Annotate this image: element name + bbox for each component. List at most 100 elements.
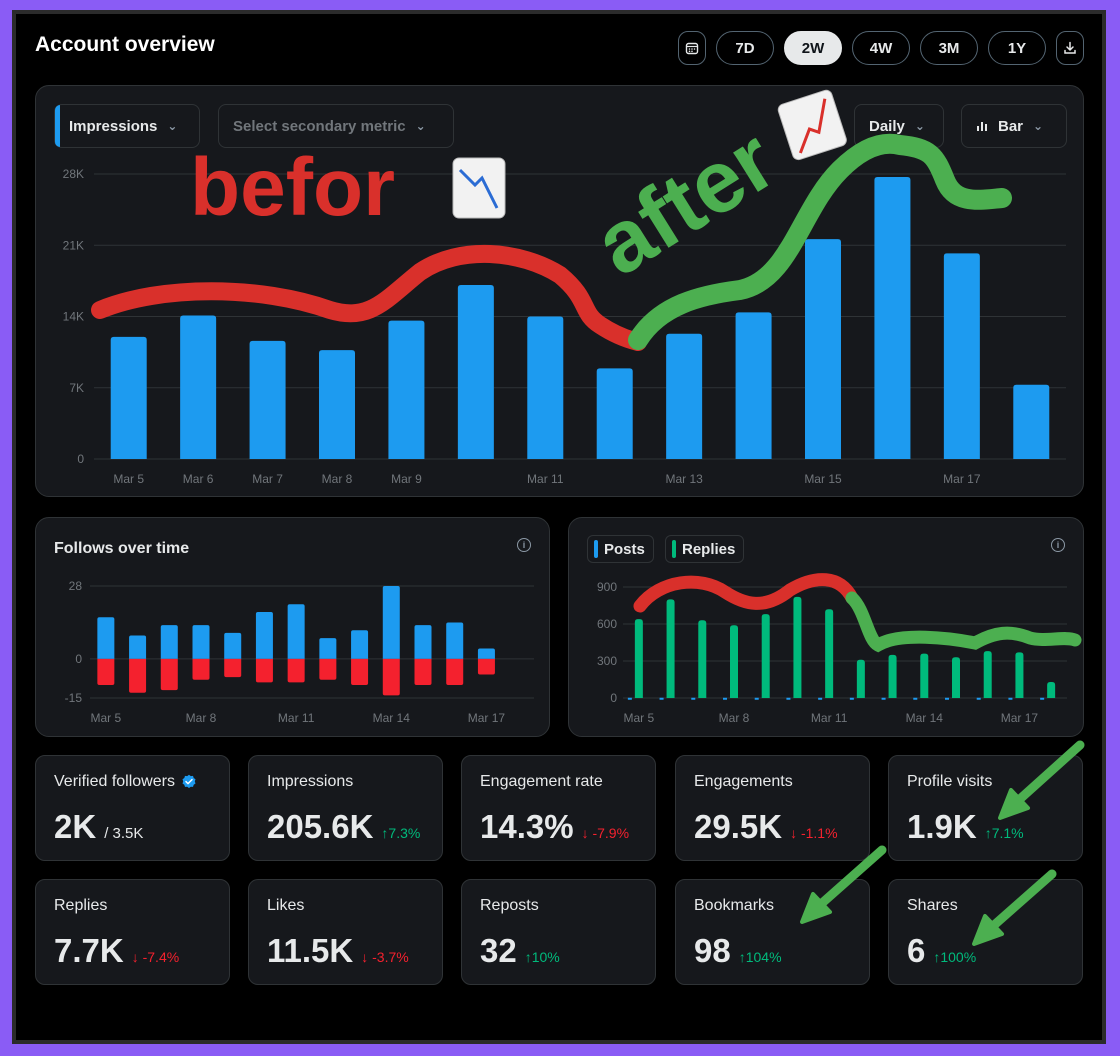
posts-bar bbox=[913, 697, 918, 700]
y-tick-label: 0 bbox=[610, 691, 617, 705]
stat-card-impressions[interactable]: Impressions 205.6K ↑7.3% bbox=[248, 755, 443, 861]
replies-bar bbox=[983, 651, 992, 698]
follows-bar bbox=[255, 612, 273, 659]
range-4w-button[interactable]: 4W bbox=[852, 31, 910, 65]
posts-bar bbox=[659, 697, 664, 700]
stat-card-engagement-rate[interactable]: Engagement rate 14.3% ↓ -7.9% bbox=[461, 755, 656, 861]
stat-value-row: 14.3% ↓ -7.9% bbox=[480, 808, 629, 846]
stat-value-row: 32 ↑10% bbox=[480, 932, 560, 970]
stat-label: Engagement rate bbox=[480, 773, 603, 790]
stat-value-row: 1.9K ↑7.1% bbox=[907, 808, 1024, 846]
follows-bar bbox=[382, 586, 400, 659]
replies-bar bbox=[1047, 681, 1056, 698]
unfollows-bar bbox=[382, 658, 400, 696]
impressions-bar bbox=[1013, 384, 1050, 459]
legend-replies[interactable]: Replies bbox=[665, 535, 745, 563]
stat-delta: ↓ -3.7% bbox=[361, 949, 409, 965]
impressions-bar bbox=[457, 284, 494, 459]
posts-bar bbox=[849, 697, 854, 700]
chevron-down-icon: ⌄ bbox=[167, 119, 178, 133]
unfollows-bar bbox=[414, 658, 432, 685]
y-tick-label: 0 bbox=[75, 652, 82, 666]
y-tick-label: 900 bbox=[597, 580, 617, 594]
stat-card-verified-followers[interactable]: Verified followers 2K / 3.5K bbox=[35, 755, 230, 861]
y-tick-label: 14K bbox=[63, 310, 84, 324]
follows-bar bbox=[351, 630, 369, 659]
x-tick-label: Mar 14 bbox=[906, 711, 944, 725]
stat-value: 32 bbox=[480, 932, 517, 969]
unfollows-bar bbox=[224, 658, 242, 678]
stat-card-shares[interactable]: Shares 6 ↑100% bbox=[888, 879, 1083, 985]
secondary-metric-dropdown[interactable]: Select secondary metric ⌄ bbox=[218, 104, 454, 148]
replies-bar bbox=[666, 599, 675, 698]
calendar-button[interactable] bbox=[678, 31, 706, 65]
stat-card-replies[interactable]: Replies 7.7K ↓ -7.4% bbox=[35, 879, 230, 985]
info-icon[interactable]: i bbox=[517, 538, 531, 552]
unfollows-bar bbox=[160, 658, 178, 691]
unfollows-bar bbox=[97, 658, 115, 685]
range-1y-button[interactable]: 1Y bbox=[988, 31, 1046, 65]
range-2w-button[interactable]: 2W bbox=[784, 31, 842, 65]
stat-subvalue: / 3.5K bbox=[104, 825, 144, 842]
range-7d-button[interactable]: 7D bbox=[716, 31, 774, 65]
follows-bar bbox=[414, 625, 432, 659]
x-tick-label: Mar 11 bbox=[811, 711, 848, 725]
follows-title: Follows over time bbox=[54, 540, 190, 557]
y-tick-label: 600 bbox=[597, 617, 617, 631]
verified-badge-icon bbox=[182, 774, 196, 788]
download-button[interactable] bbox=[1056, 31, 1084, 65]
time-range-toolbar: 7D 2W 4W 3M 1Y bbox=[678, 31, 1084, 65]
follows-bar bbox=[160, 625, 178, 659]
y-tick-label: 0 bbox=[77, 452, 84, 466]
primary-metric-label: Impressions bbox=[69, 117, 158, 135]
impressions-bar bbox=[805, 239, 841, 459]
impressions-bar bbox=[319, 350, 355, 459]
x-tick-label: Mar 8 bbox=[322, 472, 353, 486]
impressions-bar bbox=[180, 315, 217, 459]
stat-value: 2K bbox=[54, 808, 97, 845]
range-3m-button[interactable]: 3M bbox=[920, 31, 978, 65]
stat-delta: ↑7.1% bbox=[984, 825, 1024, 841]
follows-bar bbox=[224, 632, 242, 659]
x-tick-label: Mar 17 bbox=[1001, 711, 1039, 725]
stat-value: 6 bbox=[907, 932, 926, 969]
stat-delta: ↑10% bbox=[524, 949, 560, 965]
posts-swatch bbox=[594, 540, 598, 558]
replies-bar bbox=[634, 619, 643, 698]
x-tick-label: Mar 7 bbox=[252, 472, 283, 486]
chart-type-dropdown[interactable]: Bar ⌄ bbox=[961, 104, 1067, 148]
y-tick-label: 28K bbox=[63, 167, 84, 181]
stat-delta: ↓ -7.4% bbox=[131, 949, 180, 965]
posts-bar bbox=[976, 697, 981, 700]
x-tick-label: Mar 6 bbox=[183, 472, 214, 486]
posts-replies-chart-card: Posts Replies i 0 300 600 900 Mar 5 Mar 8 Mar … bbox=[568, 517, 1084, 737]
primary-metric-dropdown[interactable]: Impressions ⌄ bbox=[54, 104, 200, 148]
stat-card-profile-visits[interactable]: Profile visits 1.9K ↑7.1% bbox=[888, 755, 1083, 861]
replies-bar bbox=[952, 657, 960, 698]
stat-value-row: 98 ↑104% bbox=[694, 932, 782, 970]
x-tick-label: Mar 5 bbox=[113, 472, 144, 486]
replies-bar bbox=[856, 659, 865, 698]
y-tick-label: 28 bbox=[69, 579, 83, 593]
unfollows-bar bbox=[351, 658, 369, 685]
posts-bar bbox=[627, 697, 632, 700]
info-icon[interactable]: i bbox=[1051, 538, 1065, 552]
stat-delta: ↓ -7.9% bbox=[581, 825, 630, 841]
chart-type-label: Bar bbox=[998, 117, 1024, 135]
follows-bar bbox=[446, 622, 464, 659]
calendar-icon bbox=[685, 42, 699, 55]
x-tick-label: Mar 9 bbox=[391, 472, 422, 486]
stat-value: 1.9K bbox=[907, 808, 977, 845]
stat-card-bookmarks[interactable]: Bookmarks 98 ↑104% bbox=[675, 879, 870, 985]
legend-posts[interactable]: Posts bbox=[587, 535, 654, 563]
y-tick-label: 7K bbox=[69, 381, 84, 395]
x-tick-label: Mar 11 bbox=[527, 472, 564, 486]
stat-value: 11.5K bbox=[267, 932, 354, 969]
replies-bar bbox=[698, 620, 707, 698]
stat-card-engagements[interactable]: Engagements 29.5K ↓ -1.1% bbox=[675, 755, 870, 861]
granularity-label: Daily bbox=[869, 117, 905, 135]
stat-label: Engagements bbox=[694, 773, 793, 790]
stat-card-likes[interactable]: Likes 11.5K ↓ -3.7% bbox=[248, 879, 443, 985]
stat-delta: ↑7.3% bbox=[381, 825, 421, 841]
stat-card-reposts[interactable]: Reposts 32 ↑10% bbox=[461, 879, 656, 985]
